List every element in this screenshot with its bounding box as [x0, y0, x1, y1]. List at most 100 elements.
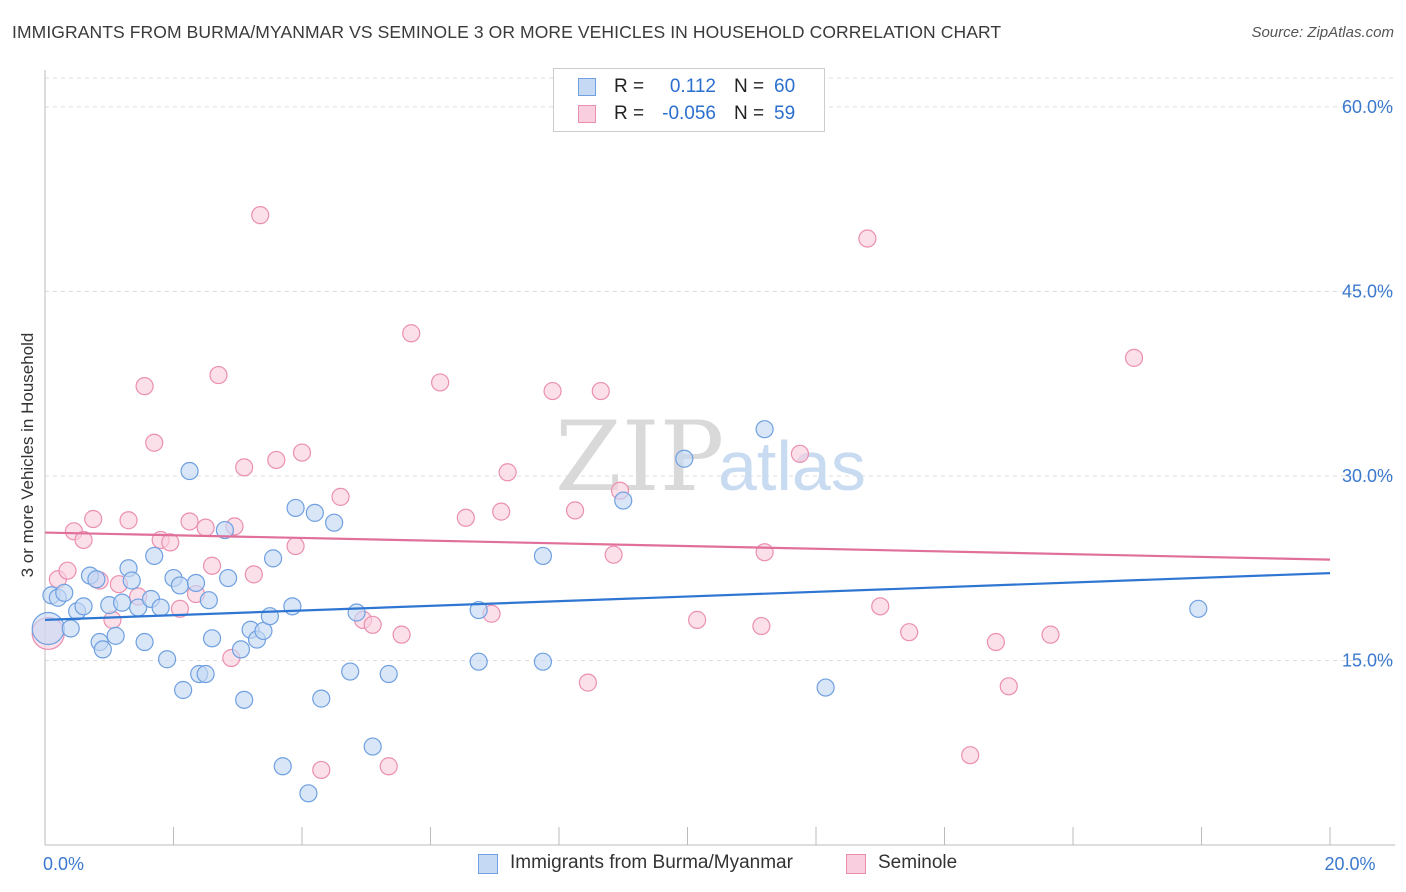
y-tick-label: 60.0%: [1342, 97, 1393, 117]
point-burma: [199, 591, 218, 610]
x-tick-label: 0.0%: [43, 854, 84, 874]
point-burma: [174, 680, 193, 700]
point-burma: [283, 597, 302, 616]
point-burma: [363, 737, 382, 756]
point-burma: [151, 598, 170, 617]
n-value: 59: [774, 103, 796, 124]
point-seminole: [135, 377, 154, 396]
point-seminole: [119, 511, 138, 530]
point-seminole: [961, 746, 980, 765]
point-seminole: [858, 229, 877, 248]
point-seminole: [790, 444, 810, 463]
point-seminole: [267, 450, 286, 470]
point-burma: [170, 576, 190, 595]
point-seminole: [900, 623, 919, 642]
point-seminole: [84, 509, 103, 529]
point-seminole: [565, 501, 585, 520]
point-seminole: [755, 543, 774, 562]
point-seminole: [379, 757, 398, 776]
legend-pink-swatch: [846, 854, 866, 874]
point-burma: [55, 583, 74, 602]
point-seminole: [251, 206, 270, 225]
point-burma: [469, 600, 488, 620]
point-burma: [106, 626, 125, 645]
blue-swatch: [578, 78, 596, 96]
point-seminole: [688, 610, 707, 629]
pink-swatch: [578, 105, 596, 123]
point-seminole: [591, 381, 610, 401]
point-seminole: [58, 561, 77, 580]
y-tick-label: 15.0%: [1342, 650, 1393, 670]
point-seminole: [292, 443, 312, 462]
point-seminole: [209, 365, 228, 385]
n-label: N =: [734, 76, 765, 97]
n-value: 60: [774, 76, 796, 97]
point-seminole: [999, 677, 1018, 696]
point-burma: [186, 573, 206, 593]
r-label: R =: [614, 76, 645, 97]
point-seminole: [543, 381, 562, 401]
point-seminole: [286, 536, 305, 556]
point-seminole: [180, 512, 199, 531]
point-seminole: [498, 463, 517, 482]
point-seminole: [392, 625, 411, 644]
y-tick-label: 30.0%: [1342, 466, 1393, 486]
watermark-zip: ZIP: [555, 401, 724, 513]
point-burma: [325, 513, 344, 532]
trend-lines: [44, 531, 1331, 621]
point-burma: [31, 611, 65, 646]
stats-row-blue: R = 0.112 N = 60: [554, 73, 824, 101]
point-burma: [93, 640, 112, 659]
point-burma: [1189, 599, 1208, 618]
point-burma: [135, 632, 154, 652]
point-seminole: [235, 458, 254, 477]
point-seminole: [202, 556, 222, 575]
point-burma: [260, 607, 279, 626]
point-burma: [755, 420, 774, 439]
point-burma: [305, 503, 324, 522]
point-seminole: [986, 632, 1006, 652]
point-burma: [145, 546, 164, 566]
point-seminole: [196, 518, 215, 537]
point-burma: [286, 498, 305, 518]
trend-line-burma: [44, 572, 1331, 621]
point-burma: [347, 603, 366, 622]
legend-blue-swatch: [478, 854, 498, 874]
r-value: -0.056: [662, 103, 716, 124]
point-burma: [235, 690, 254, 709]
point-seminole: [431, 373, 450, 392]
r-value: 0.112: [669, 76, 716, 97]
point-seminole: [1041, 625, 1060, 644]
source-credit: Source: ZipAtlas.com: [1251, 24, 1394, 41]
y-tick-label: 45.0%: [1342, 281, 1393, 301]
legend-pink-label: Seminole: [878, 852, 958, 873]
point-burma: [112, 593, 132, 612]
point-burma: [202, 629, 222, 648]
point-seminole: [578, 673, 598, 692]
point-seminole: [170, 599, 190, 618]
point-burma: [816, 678, 835, 697]
point-burma: [341, 662, 360, 681]
point-burma: [122, 571, 141, 590]
point-seminole: [312, 760, 331, 780]
point-burma: [533, 546, 553, 566]
legend-blue-label: Immigrants from Burma/Myanmar: [510, 852, 793, 873]
point-burma: [263, 549, 283, 568]
point-burma: [196, 664, 215, 684]
x-tick-label: 20.0%: [1324, 854, 1375, 874]
point-burma: [312, 689, 331, 708]
tick-labels: 15.0% 30.0% 45.0% 60.0% 0.0% 20.0%: [43, 97, 1393, 874]
stats-row-pink: R = -0.056 N = 59: [554, 100, 824, 128]
point-seminole: [331, 487, 350, 506]
point-burma: [215, 520, 234, 540]
point-burma: [87, 570, 106, 589]
point-burma: [614, 491, 633, 510]
point-burma: [74, 597, 93, 616]
point-burma: [157, 650, 177, 669]
point-seminole: [145, 433, 164, 452]
point-burma: [61, 619, 80, 638]
chart-title: IMMIGRANTS FROM BURMA/MYANMAR VS SEMINOL…: [12, 22, 1002, 42]
watermark-atlas: atlas: [718, 427, 866, 505]
point-burma: [273, 757, 292, 776]
